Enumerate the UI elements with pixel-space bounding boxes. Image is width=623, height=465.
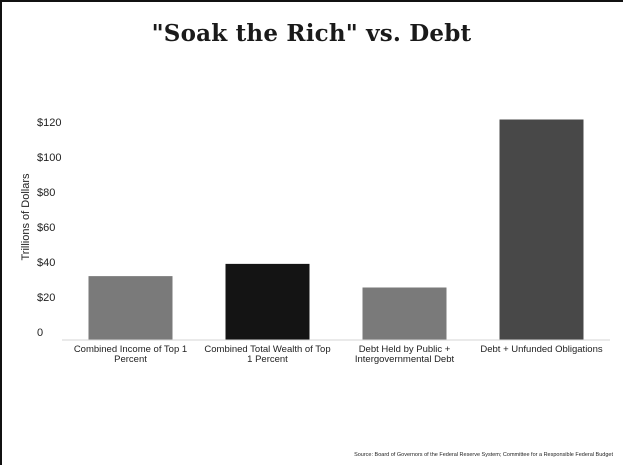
y-tick-label: $60 <box>37 222 55 234</box>
category-label: Debt Held by Public + Intergovernmental D… <box>355 344 455 365</box>
bar <box>499 119 584 340</box>
y-tick-label: $100 <box>37 152 61 164</box>
y-tick-label: $40 <box>37 257 55 269</box>
category-labels: Combined Income of Top 1 Percent Combined … <box>74 344 603 365</box>
y-tick-label: 0 <box>37 327 43 339</box>
y-tick-label: $20 <box>37 292 55 304</box>
chart-title: "Soak the Rich" vs. Debt <box>151 20 472 47</box>
bar <box>88 276 173 340</box>
source-note: Source: Board of Governors of the Federa… <box>354 452 613 458</box>
category-label: Combined Total Wealth of Top 1 Percent <box>204 344 330 365</box>
y-tick-label: $120 <box>37 117 61 129</box>
y-tick-label: $80 <box>37 187 55 199</box>
y-axis-ticks: 0 $20 $40 $60 $80 $100 $120 <box>37 117 61 339</box>
bar <box>362 287 447 340</box>
category-label: Debt + Unfunded Obligations <box>480 344 603 355</box>
category-label: Combined Income of Top 1 Percent <box>74 344 187 365</box>
bar <box>225 263 310 340</box>
bars <box>88 119 584 340</box>
